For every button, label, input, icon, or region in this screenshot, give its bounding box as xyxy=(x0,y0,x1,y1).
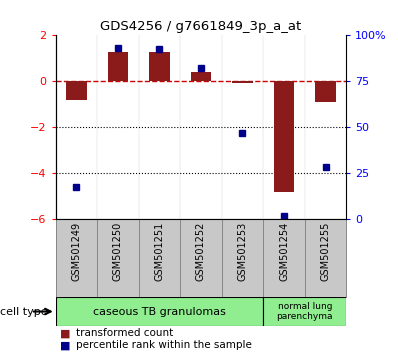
Bar xyxy=(149,51,170,81)
Text: ■: ■ xyxy=(60,340,70,350)
Bar xyxy=(273,81,295,192)
Bar xyxy=(56,219,97,297)
Bar xyxy=(315,81,336,102)
Text: GSM501251: GSM501251 xyxy=(154,222,164,281)
Bar xyxy=(263,219,305,297)
Text: normal lung
parenchyma: normal lung parenchyma xyxy=(277,302,333,321)
Bar xyxy=(222,219,263,297)
Bar xyxy=(305,219,346,297)
Text: GSM501252: GSM501252 xyxy=(196,222,206,281)
Title: GDS4256 / g7661849_3p_a_at: GDS4256 / g7661849_3p_a_at xyxy=(100,20,302,33)
Bar xyxy=(232,81,253,82)
Bar xyxy=(97,219,139,297)
Text: GSM501250: GSM501250 xyxy=(113,222,123,281)
Text: GSM501253: GSM501253 xyxy=(238,222,248,281)
Text: percentile rank within the sample: percentile rank within the sample xyxy=(76,340,252,350)
Bar xyxy=(191,72,211,81)
Bar xyxy=(139,219,180,297)
Text: ■: ■ xyxy=(60,329,70,338)
Text: GSM501249: GSM501249 xyxy=(72,222,82,281)
Text: cell type: cell type xyxy=(0,307,48,316)
Bar xyxy=(180,219,222,297)
Text: GSM501254: GSM501254 xyxy=(279,222,289,281)
Text: transformed count: transformed count xyxy=(76,329,173,338)
Text: GSM501255: GSM501255 xyxy=(320,222,330,281)
Bar xyxy=(263,297,346,326)
Bar xyxy=(66,81,87,100)
Bar xyxy=(107,51,128,81)
Bar xyxy=(56,297,263,326)
Text: caseous TB granulomas: caseous TB granulomas xyxy=(93,307,226,316)
